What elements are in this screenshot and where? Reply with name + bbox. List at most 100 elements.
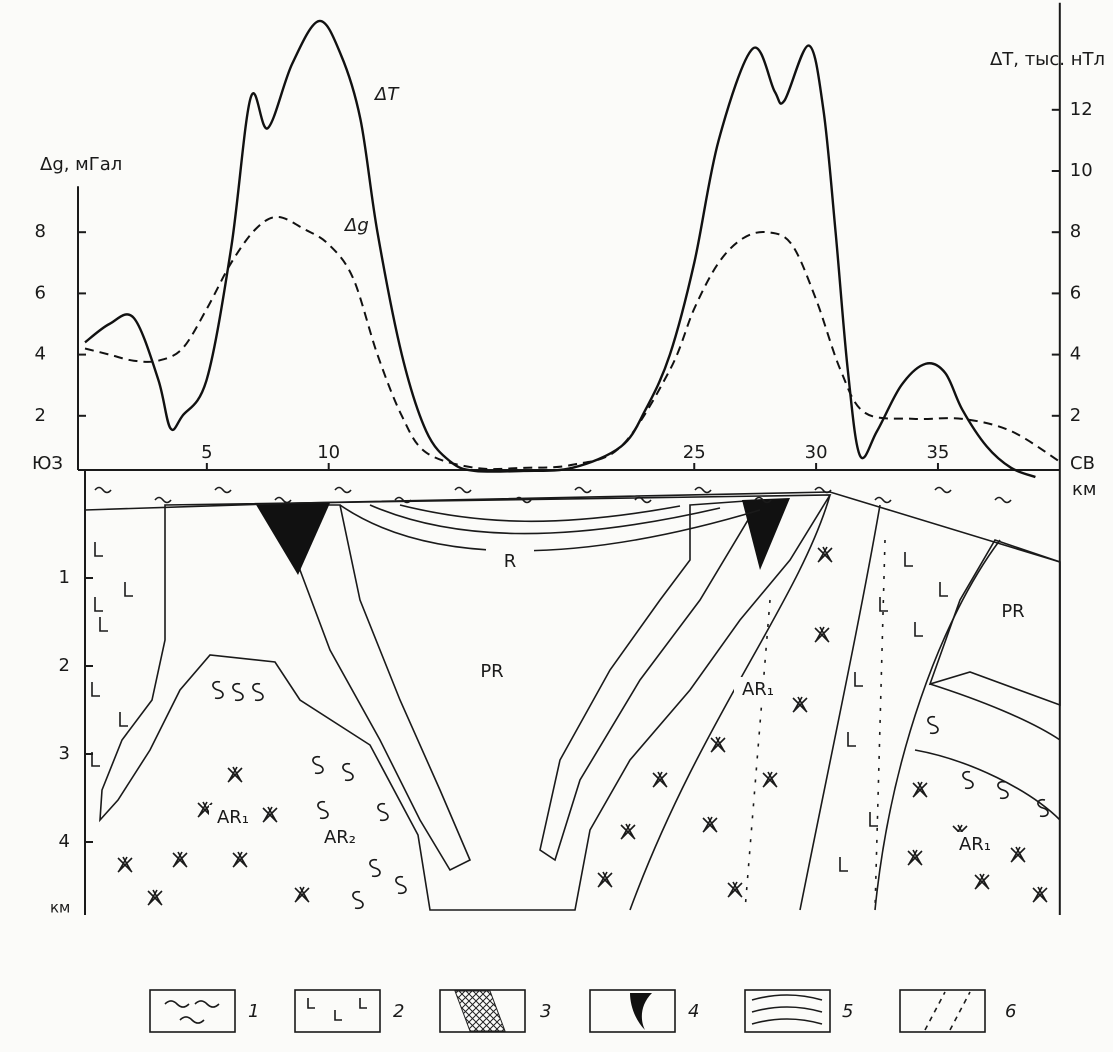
series-line (85, 21, 1035, 477)
depth-tick-label: 4 (59, 831, 70, 852)
legend-symbol (165, 1001, 219, 1023)
y2-tick-label: 4 (1070, 344, 1081, 365)
legend-symbol (455, 991, 505, 1031)
fault (630, 495, 830, 910)
gneiss-symbol (703, 817, 717, 832)
y-tick-label: 8 (35, 221, 46, 242)
series-label: ΔT (373, 84, 400, 105)
schist-symbol (213, 682, 223, 699)
schist-symbol (343, 764, 353, 781)
wave-symbol (875, 498, 891, 503)
basalt-symbol (92, 752, 100, 766)
basalt-symbol (100, 617, 108, 631)
y2-tick-label: 8 (1070, 221, 1081, 242)
fine-zone-2 (540, 500, 760, 860)
wave-symbol (455, 488, 471, 493)
basalt-symbol (915, 622, 923, 636)
gneiss-symbol (1011, 847, 1025, 862)
schist-symbol (313, 757, 323, 774)
schist-symbol (928, 717, 938, 734)
basalt-symbol (870, 812, 878, 826)
gneiss-symbol (763, 772, 777, 787)
legend-symbol (752, 995, 822, 1024)
geologic-section (85, 470, 1060, 910)
y-axis-label: Δg, мГал (40, 154, 122, 175)
dashed-line (745, 540, 885, 910)
wave-symbol (215, 488, 231, 493)
legend-label: 3 (540, 1001, 551, 1022)
x-tick-label: 25 (683, 442, 706, 463)
legend-box (150, 990, 235, 1032)
section-label: R (504, 551, 517, 572)
wave-symbol (95, 488, 111, 493)
gneiss-symbol (728, 882, 742, 897)
schist-symbol (963, 772, 973, 789)
depth-unit: км (50, 899, 70, 917)
wave-symbol (275, 498, 291, 503)
depth-tick-label: 3 (59, 743, 70, 764)
series-label: Δg (343, 215, 369, 236)
y-tick-label: 6 (35, 282, 46, 303)
gneiss-symbol (173, 852, 187, 867)
basalt-symbol (855, 672, 863, 686)
legend-label: 6 (1005, 1001, 1016, 1022)
gneiss-symbol (711, 737, 725, 752)
basalt-symbol (95, 542, 103, 556)
wave-symbol (695, 488, 711, 493)
x-tick-label: 10 (317, 442, 340, 463)
basalt-symbol (905, 552, 913, 566)
depth-tick-label: 1 (59, 567, 70, 588)
unconformity (85, 492, 1060, 562)
schist-symbol (998, 782, 1008, 799)
y2-tick-label: 10 (1070, 160, 1093, 181)
gneiss-symbol (913, 782, 927, 797)
schist-symbol (396, 877, 406, 894)
figure: Δg, мГал ΔT, тыс. нТл ЮЗ СВ км (0, 0, 1113, 1052)
section-label: AR₂ (324, 827, 356, 848)
basalt-symbol (880, 597, 888, 611)
r-layer (400, 505, 680, 521)
gneiss-symbol (295, 887, 309, 902)
black-wedge (742, 498, 790, 570)
legend-box (900, 990, 985, 1032)
schist-symbol (318, 802, 328, 819)
basalt-symbol (940, 582, 948, 596)
r-layer (340, 505, 760, 551)
contact (930, 684, 1060, 740)
gneiss-symbol (263, 807, 277, 822)
section-label: AR₁ (959, 834, 991, 855)
y2-tick-label: 2 (1070, 405, 1081, 426)
fine-zone (300, 505, 470, 870)
gneiss-symbol (793, 697, 807, 712)
gneiss-symbol (148, 890, 162, 905)
wave-symbol (935, 488, 951, 493)
contact (915, 750, 1060, 820)
basalt-symbol (840, 857, 848, 871)
legend-box (295, 990, 380, 1032)
gneiss-symbol (975, 874, 989, 889)
legend-label: 1 (248, 1001, 259, 1022)
wave-symbol (575, 488, 591, 493)
r-layer (370, 505, 720, 534)
x-tick-label: 35 (926, 442, 949, 463)
y2-axis-label: ΔT, тыс. нТл (990, 49, 1105, 70)
basalt-symbol (92, 682, 100, 696)
wave-symbol (995, 498, 1011, 503)
x-tick-label: 5 (201, 442, 212, 463)
basalt-symbol (848, 732, 856, 746)
basalt-symbol (120, 712, 128, 726)
y2-tick-label: 12 (1070, 99, 1093, 120)
schist-symbol (378, 804, 388, 821)
legend-symbol (925, 992, 970, 1030)
depth-tick-label: 2 (59, 655, 70, 676)
gneiss-symbol (1033, 887, 1047, 902)
basalt-symbol (125, 582, 133, 596)
section-label: AR₁ (217, 807, 249, 828)
gneiss-symbol (233, 852, 247, 867)
gneiss-symbol (815, 627, 829, 642)
x-right-label: СВ (1070, 453, 1095, 474)
gneiss-symbol (818, 547, 832, 562)
gneiss-symbol (653, 772, 667, 787)
x-unit: км (1072, 479, 1096, 500)
legend-symbol (630, 993, 652, 1030)
